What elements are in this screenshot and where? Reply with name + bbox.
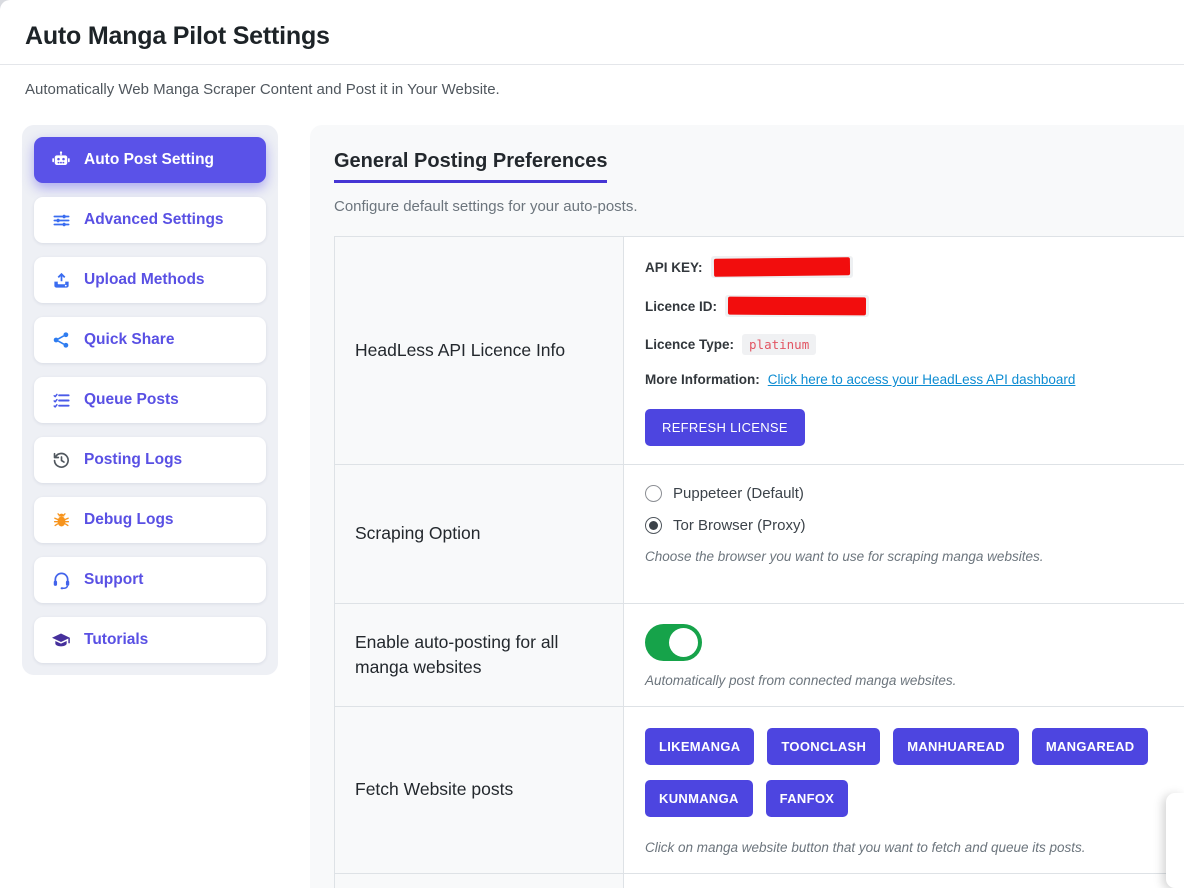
fetch-fanfox-button[interactable]: FANFOX [765, 780, 849, 817]
main-panel: General Posting Preferences Configure de… [310, 125, 1184, 888]
table-row-fetch: Fetch Website posts LIKEMANGA TOONCLASH … [335, 707, 1184, 874]
row-label [335, 874, 624, 888]
fetch-buttons-row-1: LIKEMANGA TOONCLASH MANHUAREAD MANGAREAD [645, 728, 1172, 765]
table-row-scraping: Scraping Option Puppeteer (Default) Tor … [335, 465, 1184, 604]
table-row-autopost: Enable auto-posting for all manga websit… [335, 604, 1184, 707]
sidebar-item-label: Auto Post Setting [84, 151, 215, 168]
row-content: Automatically post from connected manga … [624, 604, 1184, 706]
licence-id-label: Licence ID: [645, 298, 718, 314]
licence-id-line: Licence ID: [645, 295, 1172, 317]
table-row-license: HeadLess API Licence Info API KEY: Licen… [335, 237, 1184, 465]
sidebar-item-label: Tutorials [84, 631, 149, 648]
radio-label: Puppeteer (Default) [673, 485, 804, 502]
table-row-partial [335, 874, 1184, 888]
fetch-buttons-row-2: KUNMANGA FANFOX [645, 780, 1172, 817]
row-label: Scraping Option [335, 465, 624, 603]
api-key-redaction [713, 257, 850, 277]
settings-table: HeadLess API Licence Info API KEY: Licen… [334, 236, 1184, 888]
licence-type-badge: platinum [742, 334, 817, 355]
sidebar-item-queue-posts[interactable]: Queue Posts [34, 377, 266, 423]
content-layout: Auto Post Setting Advanced Settings [0, 125, 1184, 888]
licence-id-value-chip [725, 295, 870, 317]
sidebar-item-label: Posting Logs [84, 451, 183, 468]
scraping-helper-text: Choose the browser you want to use for s… [645, 549, 1044, 564]
sidebar-item-support[interactable]: Support [34, 557, 266, 603]
row-label: Fetch Website posts [335, 707, 624, 873]
row-content [624, 874, 1184, 888]
row-content: API KEY: Licence ID: Licen [624, 237, 1184, 464]
refresh-license-button[interactable]: REFRESH LICENSE [645, 409, 805, 446]
page-title: Auto Manga Pilot Settings [25, 22, 330, 50]
sidebar-item-label: Quick Share [84, 331, 175, 348]
sidebar-item-posting-logs[interactable]: Posting Logs [34, 437, 266, 483]
fetch-helper-text: Click on manga website button that you w… [645, 840, 1086, 855]
sidebar-item-label: Debug Logs [84, 511, 174, 528]
fetch-manhuaread-button[interactable]: MANHUAREAD [893, 728, 1019, 765]
title-divider [0, 64, 1184, 65]
sidebar-item-tutorials[interactable]: Tutorials [34, 617, 266, 663]
row-content: Puppeteer (Default) Tor Browser (Proxy) … [624, 465, 1184, 603]
sidebar-item-quick-share[interactable]: Quick Share [34, 317, 266, 363]
radio-label: Tor Browser (Proxy) [673, 517, 806, 534]
sidebar-item-label: Queue Posts [84, 391, 179, 408]
sliders-icon [51, 210, 71, 230]
fetch-toonclash-button[interactable]: TOONCLASH [767, 728, 881, 765]
autopost-helper-text: Automatically post from connected manga … [645, 673, 957, 688]
tor-browser-radio[interactable] [645, 517, 662, 534]
puppeteer-radio[interactable] [645, 485, 662, 502]
section-title: General Posting Preferences [334, 150, 608, 183]
radio-option-tor: Tor Browser (Proxy) [645, 517, 1172, 534]
sidebar-item-debug-logs[interactable]: Debug Logs [34, 497, 266, 543]
settings-sidebar: Auto Post Setting Advanced Settings [22, 125, 278, 675]
sidebar-item-upload-methods[interactable]: Upload Methods [34, 257, 266, 303]
history-icon [51, 450, 71, 470]
radio-option-puppeteer: Puppeteer (Default) [645, 485, 1172, 502]
floating-widget-edge[interactable] [1166, 793, 1184, 888]
row-label: HeadLess API Licence Info [335, 237, 624, 464]
list-check-icon [51, 390, 71, 410]
headset-icon [51, 570, 71, 590]
section-subtitle: Configure default settings for your auto… [334, 198, 638, 215]
headless-dashboard-link[interactable]: Click here to access your HeadLess API d… [767, 372, 1076, 387]
fetch-likemanga-button[interactable]: LIKEMANGA [645, 728, 755, 765]
autopost-toggle[interactable] [645, 624, 702, 661]
row-label: Enable auto-posting for all manga websit… [335, 604, 624, 706]
sidebar-item-advanced-settings[interactable]: Advanced Settings [34, 197, 266, 243]
row-content: LIKEMANGA TOONCLASH MANHUAREAD MANGAREAD… [624, 707, 1184, 873]
api-key-line: API KEY: [645, 256, 1172, 278]
sidebar-item-label: Upload Methods [84, 271, 205, 288]
more-info-line: More Information: Click here to access y… [645, 372, 1172, 387]
sidebar-item-label: Support [84, 571, 144, 588]
api-key-value-chip [710, 256, 853, 278]
sidebar-item-label: Advanced Settings [84, 211, 224, 228]
licence-type-label: Licence Type: [645, 337, 735, 352]
robot-icon [51, 150, 71, 170]
graduation-cap-icon [51, 630, 71, 650]
fetch-mangaread-button[interactable]: MANGAREAD [1031, 728, 1149, 765]
sidebar-item-auto-post-setting[interactable]: Auto Post Setting [34, 137, 266, 183]
upload-icon [51, 270, 71, 290]
page-subtitle: Automatically Web Manga Scraper Content … [25, 81, 500, 98]
fetch-kunmanga-button[interactable]: KUNMANGA [645, 780, 753, 817]
more-info-label: More Information: [645, 372, 760, 387]
bug-icon [51, 510, 71, 530]
share-icon [51, 330, 71, 350]
api-key-label: API KEY: [645, 259, 703, 275]
licence-id-redaction [727, 296, 867, 316]
licence-type-line: Licence Type: platinum [645, 334, 1172, 355]
